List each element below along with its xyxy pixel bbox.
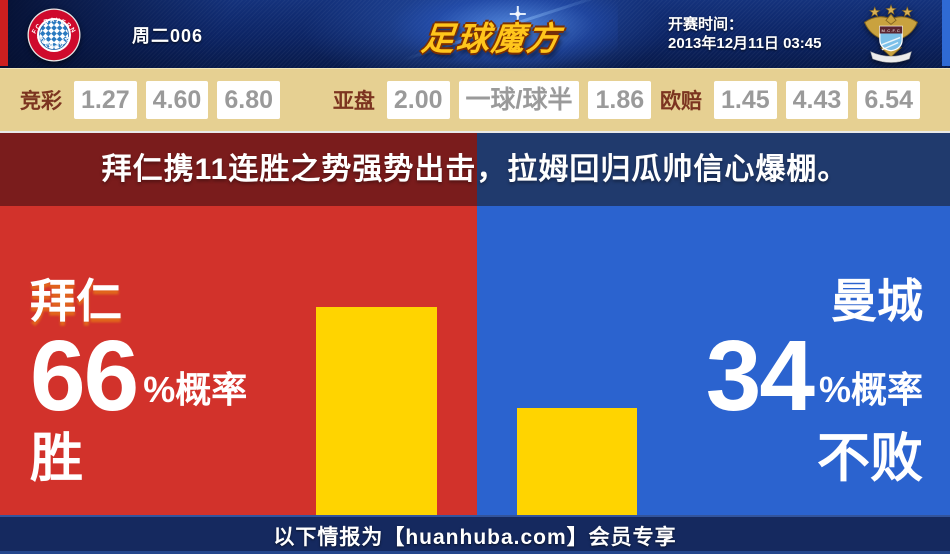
probability-bar-away xyxy=(517,408,637,515)
match-code: 周二006 xyxy=(132,26,204,46)
probability-chart: 拜仁 66 %概率 胜 曼城 34 %概率 不败 xyxy=(0,206,950,515)
home-percent-suffix: %概率 xyxy=(143,369,248,410)
site-logo-text[interactable]: 足球魔方 xyxy=(419,20,564,57)
site-logo[interactable]: 足球魔方 xyxy=(387,0,618,72)
away-percent-suffix: %概率 xyxy=(818,369,923,410)
odds-label-oupei: 欧赔 xyxy=(659,90,702,113)
footer-text: 以下情报为【huanhuba.com】会员专享 xyxy=(273,525,677,549)
odds-group-yapan: 亚盘 2.00 一球/球半 1.86 xyxy=(332,81,652,119)
away-team-name: 曼城 xyxy=(831,275,923,327)
star-icon xyxy=(885,4,897,15)
odds-group-oupei: 欧赔 1.45 4.43 6.54 xyxy=(660,81,920,119)
odds-label-yapan: 亚盘 xyxy=(332,90,375,113)
odds-value-box: 1.27 xyxy=(74,81,137,119)
odds-value-box: 4.43 xyxy=(785,81,849,119)
crest-checker-center xyxy=(39,20,69,50)
kickoff-datetime: 2013年12月11日 03:45 xyxy=(668,35,822,52)
banner-left-red xyxy=(0,133,477,206)
match-header: FC BAYERN MÜNCHEN 周二006 足球魔方 开赛时间： 2013年… xyxy=(0,0,950,72)
away-outcome-label: 不败 xyxy=(817,429,923,488)
odds-value-box: 1.45 xyxy=(713,81,777,119)
manchester-city-crest-icon: M.C.F.C xyxy=(863,4,919,63)
home-prediction-block: 拜仁 66 %概率 胜 xyxy=(30,278,247,485)
shield-band-text: M.C.F.C xyxy=(882,28,901,33)
header-left-red-accent xyxy=(0,0,8,66)
odds-label-jingcai: 竞彩 xyxy=(20,90,62,113)
odds-value-box: 6.80 xyxy=(217,81,281,119)
shield-band xyxy=(879,26,903,34)
star-icon xyxy=(869,6,881,17)
odds-handicap-box: 一球/球半 xyxy=(458,81,580,119)
home-team-name: 拜仁 xyxy=(30,275,122,327)
eagle-head xyxy=(885,13,897,25)
odds-value-box: 4.60 xyxy=(145,81,209,119)
odds-value-box: 2.00 xyxy=(386,81,450,119)
odds-value-box: 1.86 xyxy=(588,81,652,119)
footer-inner: 以下情报为【huanhuba.com】会员专享 xyxy=(273,520,677,551)
away-percent-row: 34 %概率 xyxy=(705,320,923,432)
home-percent-row: 66 %概率 xyxy=(30,320,248,432)
header-right-blue-accent xyxy=(942,0,950,66)
kickoff-label: 开赛时间： xyxy=(668,16,744,33)
odds-group-jingcai: 竞彩 1.27 4.60 6.80 xyxy=(20,81,281,119)
star-icon xyxy=(901,6,913,17)
probability-bar-home xyxy=(316,307,437,515)
odds-bar: 竞彩 1.27 4.60 6.80 亚盘 2.00 一球/球半 1.86 欧赔 … xyxy=(0,68,950,133)
kickoff-time-block: 开赛时间： 2013年12月11日 03:45 xyxy=(668,15,821,53)
home-outcome-label: 胜 xyxy=(30,429,83,488)
banner-right-blue xyxy=(477,133,950,206)
headline-banner: 拜仁携11连胜之势强势出击，拉姆回归瓜帅信心爆棚。 xyxy=(0,133,950,206)
odds-value-box: 6.54 xyxy=(857,81,920,119)
away-percent-value: 34 xyxy=(705,320,815,432)
footer-bar: 以下情报为【huanhuba.com】会员专享 xyxy=(0,515,950,554)
crest-ribbon xyxy=(870,51,912,63)
away-prediction-block: 曼城 34 %概率 不败 xyxy=(706,278,923,485)
home-percent-value: 66 xyxy=(30,320,139,432)
headline-text: 拜仁携11连胜之势强势出击，拉姆回归瓜帅信心爆棚。 xyxy=(101,153,849,186)
shield-stripes xyxy=(881,36,901,51)
bayern-munich-crest-icon: FC BAYERN MÜNCHEN xyxy=(27,8,81,62)
